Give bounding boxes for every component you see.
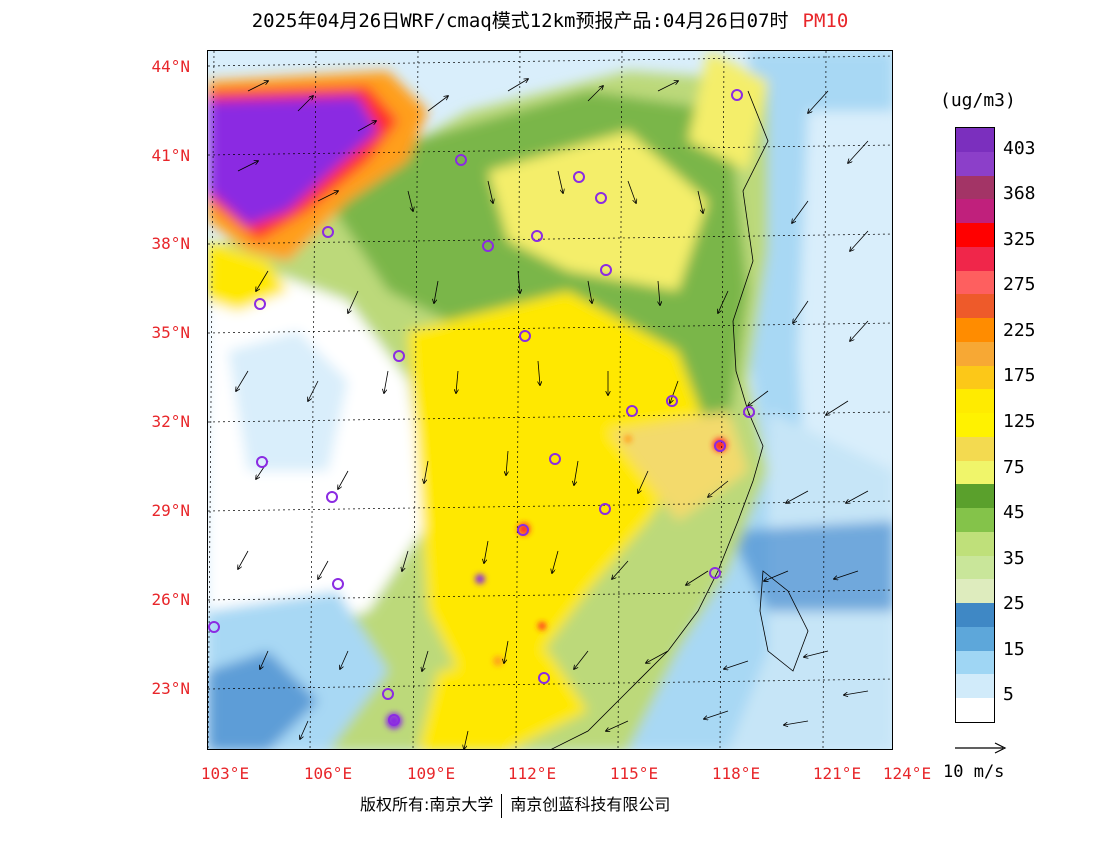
wind-vector-key-arrow: [955, 742, 1007, 754]
lat-label-23: 23°N: [151, 679, 190, 698]
colorbar-segment: [956, 341, 994, 366]
colorbar: [955, 127, 995, 723]
lon-label-121: 121°E: [812, 764, 862, 783]
colorbar-unit: (ug/m3): [940, 90, 1016, 111]
colorbar-segment: [956, 151, 994, 176]
colorbar-segment: [956, 294, 994, 318]
colorbar-label: 25: [1003, 593, 1025, 615]
colorbar-label: 125: [1003, 411, 1036, 432]
copyright-right: 南京创蓝科技有限公司: [510, 795, 671, 814]
colorbar-label: 225: [1003, 319, 1036, 341]
colorbar-segment: [956, 508, 994, 532]
colorbar-segment: [956, 365, 994, 390]
title-main: 2025年04月26日WRF/cmaq模式12km预报产品:04月26日07时: [251, 10, 789, 32]
chart-title: 2025年04月26日WRF/cmaq模式12km预报产品:04月26日07时 P…: [0, 6, 1100, 33]
lon-label-118: 118°E: [711, 764, 761, 783]
colorbar-segment: [956, 460, 994, 485]
colorbar-label: 275: [1003, 274, 1036, 296]
colorbar-segment: [956, 650, 994, 675]
colorbar-segment: [956, 389, 994, 413]
colorbar-segment: [956, 626, 994, 651]
lon-label-124: 124°E: [882, 764, 932, 783]
lat-label-32: 32°N: [151, 412, 190, 431]
pm10-concentration-map: [208, 51, 892, 749]
colorbar-segment: [956, 603, 994, 627]
colorbar-segment: [956, 413, 994, 437]
lat-label-41: 41°N: [151, 146, 190, 165]
city-station-markers: [208, 89, 755, 726]
colorbar-segment: [956, 223, 994, 247]
lat-label-44: 44°N: [151, 57, 190, 76]
colorbar-label: 5: [1003, 684, 1014, 706]
lon-label-115: 115°E: [609, 764, 659, 783]
copyright-footer: 版权所有:南京大学 南京创蓝科技有限公司: [360, 791, 670, 818]
coastline: [551, 90, 809, 749]
colorbar-segment: [956, 579, 994, 603]
colorbar-segment: [956, 246, 994, 271]
colorbar-label: 15: [1003, 638, 1025, 660]
colorbar-segment: [956, 531, 994, 556]
lon-label-106: 106°E: [303, 764, 353, 783]
colorbar-label: 325: [1003, 228, 1036, 250]
lon-label-112: 112°E: [507, 764, 557, 783]
colorbar-label: 403: [1003, 137, 1036, 159]
lon-label-103: 103°E: [200, 764, 250, 783]
colorbar-segment: [956, 270, 994, 295]
footer-separator: [501, 793, 503, 818]
wind-vectors: [236, 79, 869, 749]
concentration-field: [208, 51, 892, 749]
colorbar-segment: [956, 674, 994, 698]
title-variable: PM10: [802, 10, 849, 32]
colorbar-segment: [956, 436, 994, 461]
colorbar-segment: [956, 199, 994, 223]
colorbar-label: 45: [1003, 502, 1025, 524]
colorbar-segment: [956, 318, 994, 342]
wind-vector-key-label: 10 m/s: [943, 762, 1005, 782]
colorbar-label: 35: [1003, 547, 1025, 569]
colorbar-segment: [956, 128, 994, 152]
colorbar-label: 75: [1003, 456, 1025, 478]
colorbar-label: 368: [1003, 183, 1036, 205]
colorbar-segment: [956, 175, 994, 200]
colorbar-segment: [956, 698, 994, 722]
graticule: [208, 51, 892, 749]
colorbar-segment: [956, 555, 994, 580]
colorbar-segment: [956, 484, 994, 508]
copyright-left: 版权所有:南京大学: [360, 795, 494, 814]
lat-label-35: 35°N: [151, 323, 190, 342]
lat-label-29: 29°N: [151, 501, 190, 520]
lon-label-109: 109°E: [406, 764, 456, 783]
lat-label-26: 26°N: [151, 590, 190, 609]
colorbar-label: 175: [1003, 365, 1036, 387]
map-panel: [207, 50, 893, 750]
lat-label-38: 38°N: [151, 234, 190, 253]
